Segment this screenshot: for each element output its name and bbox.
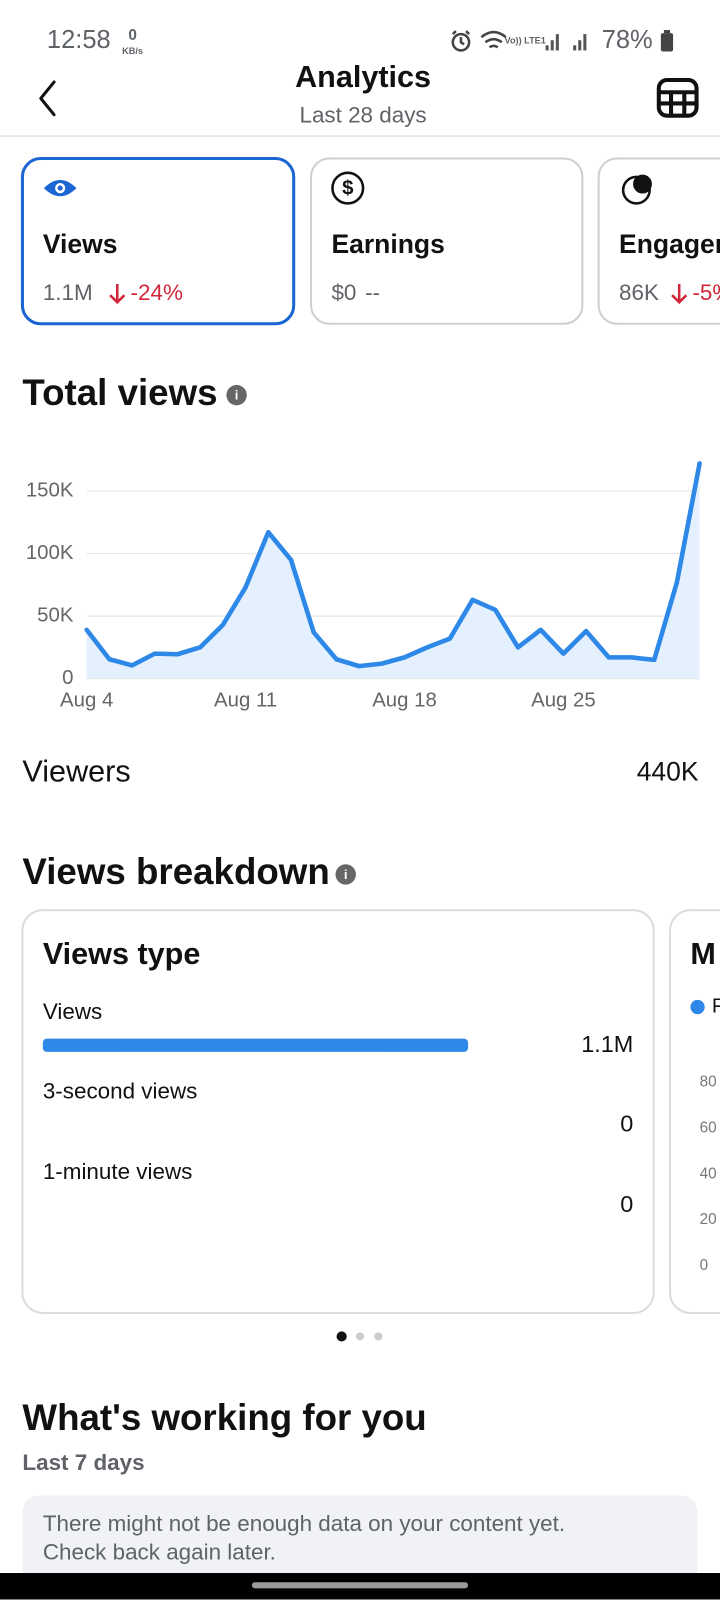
section-title: Views breakdown bbox=[22, 851, 329, 892]
page-dot[interactable] bbox=[355, 1332, 365, 1341]
tick-label: 0 bbox=[700, 1257, 709, 1274]
signal-icon bbox=[545, 34, 587, 51]
card-change: -24% bbox=[131, 280, 183, 305]
down-arrow bbox=[109, 283, 126, 305]
row-value: 1.1M bbox=[581, 1031, 633, 1057]
tick-label: 60 bbox=[700, 1119, 717, 1136]
viewers-label: Viewers bbox=[22, 755, 130, 789]
legend-label: F bbox=[712, 995, 720, 1017]
info-icon[interactable]: i bbox=[226, 384, 247, 406]
battery: 78% bbox=[602, 26, 653, 54]
net-unit: KB/s bbox=[122, 46, 143, 56]
second-card bbox=[669, 909, 720, 1314]
y-tick-label: 50K bbox=[37, 604, 74, 626]
row-value: 0 bbox=[620, 1191, 633, 1217]
chart-title: Total views bbox=[22, 372, 217, 413]
row-label: 1-minute views bbox=[43, 1159, 193, 1184]
svg-text:i: i bbox=[344, 867, 348, 882]
card-label: Engager bbox=[619, 229, 720, 259]
info-icon[interactable]: i bbox=[335, 864, 356, 885]
engagement-icon bbox=[621, 174, 652, 205]
bar bbox=[42, 1038, 469, 1052]
legend-dot bbox=[690, 999, 705, 1015]
card-label: Earnings bbox=[331, 229, 444, 259]
earnings-card[interactable] bbox=[310, 157, 584, 325]
tick-label: 80 bbox=[700, 1074, 717, 1091]
card-title: Views type bbox=[43, 937, 201, 971]
y-tick-label: 150K bbox=[26, 479, 74, 501]
svg-text:i: i bbox=[235, 388, 239, 403]
line bbox=[84, 461, 702, 669]
card-change: -5% bbox=[692, 280, 720, 305]
card-value: 86K bbox=[619, 280, 659, 305]
message-box bbox=[22, 1495, 698, 1593]
viewers-value: 440K bbox=[637, 756, 699, 786]
alarm-icon bbox=[451, 30, 471, 52]
dollar-icon: $ bbox=[331, 171, 365, 205]
battery-icon bbox=[660, 30, 674, 52]
row-value: 0 bbox=[620, 1111, 633, 1137]
eye-icon bbox=[43, 179, 77, 197]
x-tick-label: Aug 18 bbox=[372, 689, 437, 711]
card-title: M bbox=[690, 937, 715, 971]
section-subtitle: Last 7 days bbox=[22, 1450, 144, 1475]
content: 12:58 0 KB/s Vo)) LTE1 78% Analytics Las… bbox=[0, 26, 720, 1600]
page-dot[interactable] bbox=[374, 1332, 383, 1341]
header-title: Analytics bbox=[295, 60, 431, 94]
card-change: -- bbox=[365, 280, 380, 305]
views-type-card bbox=[21, 909, 655, 1314]
message-line: Check back again later. bbox=[43, 1540, 276, 1565]
card-value: 1.1M bbox=[43, 280, 93, 305]
row-label: 3-second views bbox=[43, 1079, 198, 1104]
tick-label: 20 bbox=[700, 1211, 717, 1228]
time: 12:58 bbox=[47, 26, 111, 54]
svg-text:$: $ bbox=[342, 178, 354, 200]
views-card[interactable] bbox=[20, 156, 296, 326]
section-title: What's working for you bbox=[22, 1397, 426, 1438]
x-tick-label: Aug 4 bbox=[60, 689, 113, 711]
wifi-icon bbox=[480, 30, 507, 49]
down-arrow bbox=[671, 283, 688, 305]
x-tick-label: Aug 25 bbox=[531, 689, 596, 711]
page-dot[interactable] bbox=[336, 1331, 347, 1342]
message-line: There might not be enough data on your c… bbox=[43, 1511, 565, 1536]
row-label: Views bbox=[43, 999, 102, 1024]
area bbox=[86, 463, 700, 679]
x-tick-label: Aug 11 bbox=[214, 689, 277, 711]
network: Vo)) LTE1 bbox=[505, 36, 546, 46]
y-tick-label: 100K bbox=[26, 542, 74, 564]
y-tick-label: 0 bbox=[62, 667, 73, 689]
home-handle[interactable] bbox=[251, 1582, 469, 1589]
tick-labels: 80 60 40 20 0 bbox=[700, 1074, 717, 1275]
card-label: Views bbox=[43, 229, 118, 259]
back-button[interactable] bbox=[39, 80, 56, 117]
card-value: $0 bbox=[331, 280, 356, 305]
line-chart: 0 50K 100K 150K Aug 4 Aug 11 Aug 18 Aug 25 bbox=[26, 461, 702, 711]
table-button[interactable] bbox=[656, 77, 699, 118]
net-speed: 0 bbox=[128, 27, 137, 44]
tick-label: 40 bbox=[700, 1165, 717, 1182]
header-subtitle: Last 28 days bbox=[299, 103, 426, 128]
